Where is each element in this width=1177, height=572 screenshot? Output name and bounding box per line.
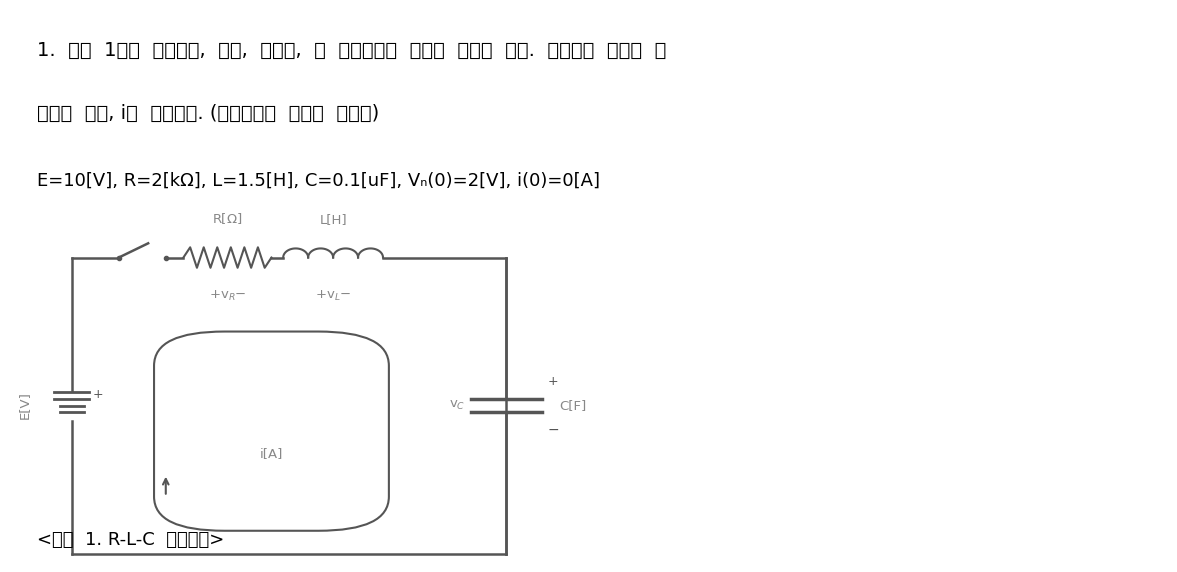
- Text: E=10[V], R=2[kΩ], L=1.5[H], C=0.1[uF], Vₙ(0)=2[V], i(0)=0[A]: E=10[V], R=2[kΩ], L=1.5[H], C=0.1[uF], V…: [36, 172, 599, 190]
- Text: +: +: [93, 388, 104, 400]
- Text: E[V]: E[V]: [18, 392, 31, 419]
- Text: R[$\Omega$]: R[$\Omega$]: [212, 211, 242, 227]
- Text: −: −: [547, 423, 559, 436]
- Text: +v$_R$−: +v$_R$−: [208, 289, 246, 303]
- Text: 1.  그림  1에서  직류전원,  저항,  인덕터,  및  캐패시터의  값들은  아래와  같다.  라플라스  변환을  이: 1. 그림 1에서 직류전원, 저항, 인덕터, 및 캐패시터의 값들은 아래와…: [36, 41, 666, 60]
- Text: +v$_L$−: +v$_L$−: [315, 289, 351, 303]
- Text: v$_C$: v$_C$: [448, 399, 465, 412]
- Text: 용해서  전류, i를  구하시오. (풀이과정을  반드시  적는다): 용해서 전류, i를 구하시오. (풀이과정을 반드시 적는다): [36, 104, 379, 123]
- Text: +: +: [547, 375, 558, 388]
- Text: i[A]: i[A]: [260, 447, 284, 460]
- Text: C[F]: C[F]: [559, 399, 586, 412]
- Text: <그림  1. R-L-C  직렬회로>: <그림 1. R-L-C 직렬회로>: [36, 531, 224, 549]
- Text: L[H]: L[H]: [319, 213, 347, 227]
